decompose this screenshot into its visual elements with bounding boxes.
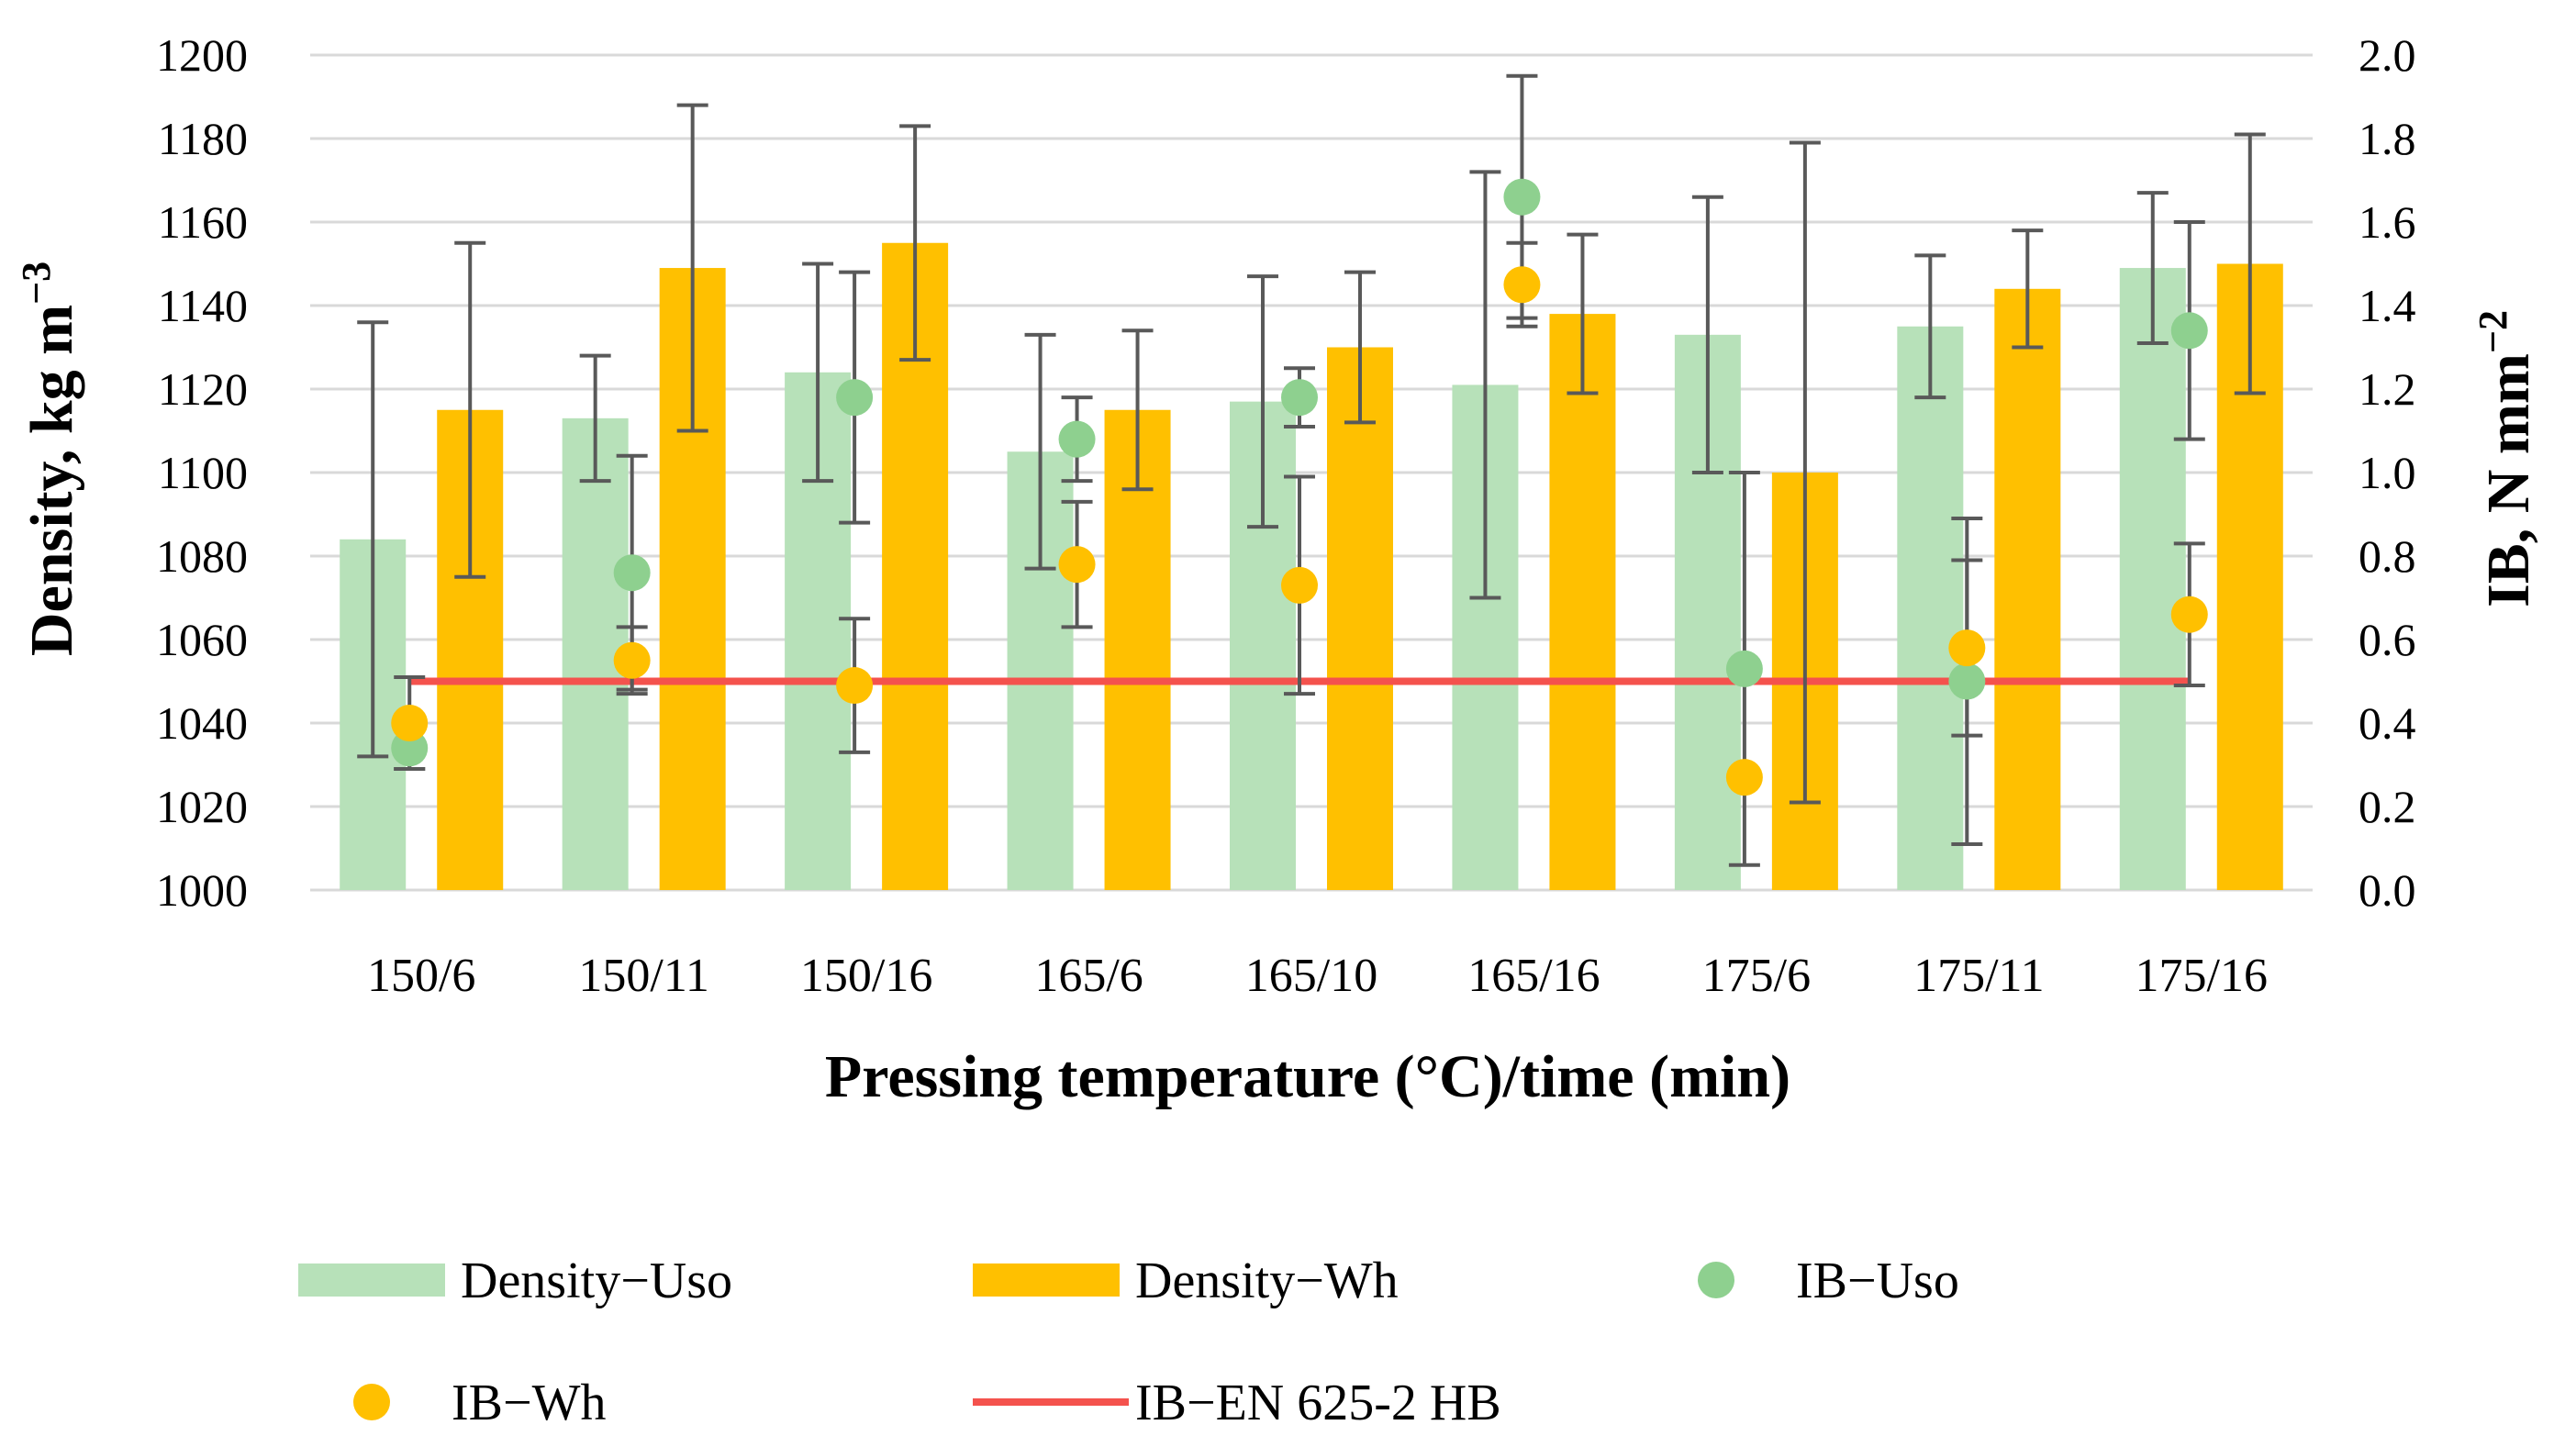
legend-label: Density−Wh xyxy=(1135,1252,1399,1309)
bar xyxy=(1897,326,1964,890)
tick-labels: 1000 1020 1040 1060 1080 1100 1120 1140 1160 1180… xyxy=(156,29,2416,1002)
bar xyxy=(1549,314,1616,891)
x-tick-label: 165/6 xyxy=(1034,950,1143,1002)
y2-tick-label: 0.0 xyxy=(2359,864,2416,916)
y2-tick-label: 1.4 xyxy=(2359,280,2416,331)
ib-point xyxy=(1281,379,1318,417)
ib-point xyxy=(391,705,429,741)
bar xyxy=(2119,268,2186,890)
x-tick-label: 175/11 xyxy=(1913,950,2045,1002)
bar xyxy=(1327,347,1393,890)
x-tick-label: 150/16 xyxy=(800,950,932,1002)
y2-tick-label: 1.0 xyxy=(2359,447,2416,498)
gridlines xyxy=(310,53,2313,892)
y-tick-label: 1040 xyxy=(156,697,248,749)
legend-label: IB−EN 625-2 HB xyxy=(1135,1375,1501,1431)
ib-point xyxy=(2170,312,2208,350)
y-tick-label: 1080 xyxy=(156,530,248,582)
y-axis-title: Density, kg m−3 xyxy=(14,262,85,656)
ib-point xyxy=(1725,650,1763,687)
y2-tick-label: 0.2 xyxy=(2359,781,2416,832)
ib-point xyxy=(1948,662,1986,700)
legend-label: Density−Uso xyxy=(461,1252,732,1309)
y-tick-label: 1160 xyxy=(158,196,248,248)
y-tick-label: 1000 xyxy=(156,864,248,916)
y-tick-label: 1200 xyxy=(156,29,248,81)
y2-tick-label: 0.4 xyxy=(2359,697,2416,749)
y-tick-label: 1140 xyxy=(158,280,248,331)
y2-tick-label: 0.8 xyxy=(2359,530,2416,582)
x-tick-label: 165/16 xyxy=(1467,950,1600,1002)
y-tick-label: 1060 xyxy=(156,614,248,665)
ib-point xyxy=(613,641,651,679)
legend-label: IB−Wh xyxy=(452,1375,606,1431)
x-tick-label: 150/11 xyxy=(578,950,709,1002)
x-tick-label: 175/6 xyxy=(1702,950,1811,1002)
y2-axis-title: IB, N mm−2 xyxy=(2470,310,2542,607)
legend-swatch-point xyxy=(353,1384,390,1420)
legend-label: IB−Uso xyxy=(1796,1252,1959,1309)
y-tick-label: 1180 xyxy=(158,113,248,164)
legend: Density−Uso Density−Wh IB−Uso IB−Wh IB−EN 62… xyxy=(298,1252,1959,1431)
ib-point xyxy=(836,379,874,417)
ib-points xyxy=(391,178,2208,796)
y-tick-label: 1020 xyxy=(156,781,248,832)
y-tick-label: 1100 xyxy=(158,447,248,498)
y2-tick-label: 0.6 xyxy=(2359,614,2416,665)
legend-swatch-bar xyxy=(298,1263,445,1297)
ib-point xyxy=(1948,629,1986,667)
ib-point xyxy=(1725,759,1763,796)
ib-point xyxy=(2170,596,2208,633)
x-axis-title: Pressing temperature (°C)/time (min) xyxy=(825,1043,1790,1110)
ib-point xyxy=(1281,566,1318,604)
x-tick-label: 150/6 xyxy=(367,950,475,1002)
y2-tick-label: 1.8 xyxy=(2359,113,2416,164)
ib-point xyxy=(1058,546,1096,584)
ib-point xyxy=(1503,178,1541,216)
x-tick-label: 175/16 xyxy=(2136,950,2268,1002)
error-bars xyxy=(357,73,2266,867)
y2-tick-label: 2.0 xyxy=(2359,29,2416,81)
ib-point xyxy=(1058,420,1096,458)
bar xyxy=(1994,288,2061,890)
y2-tick-label: 1.2 xyxy=(2359,363,2416,415)
x-tick-label: 165/10 xyxy=(1245,950,1377,1002)
legend-swatch-bar xyxy=(973,1263,1120,1297)
y2-tick-label: 1.6 xyxy=(2359,196,2416,248)
ib-point xyxy=(613,554,651,592)
ib-point xyxy=(836,667,874,705)
legend-swatch-point xyxy=(1698,1262,1734,1298)
ib-point xyxy=(1503,266,1541,304)
y-tick-label: 1120 xyxy=(158,363,248,415)
